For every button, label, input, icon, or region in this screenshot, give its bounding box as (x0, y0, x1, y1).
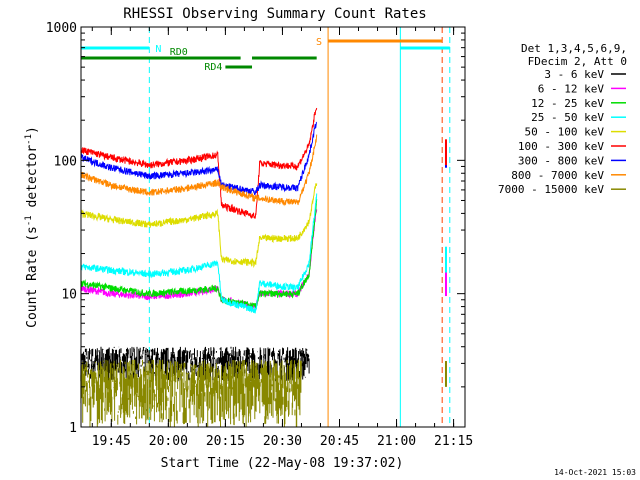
legend-entry-25-50-kev: 25 - 50 keV (531, 111, 604, 124)
series-800-7000-kev (80, 134, 318, 207)
series-12-25-kev (80, 198, 318, 310)
top-bar-s: S (316, 37, 443, 48)
footer-timestamp: 14-Oct-2021 15:03 (554, 468, 636, 477)
y-axis-label-exp-2: -1 (24, 134, 34, 145)
legend-entry-7000-15000-kev: 7000 - 15000 keV (498, 183, 604, 196)
plot-area: N S RD0 RD4 (80, 27, 451, 427)
y-axis: 1 10 100 1000 (46, 21, 465, 436)
x-tick-label: 20:45 (320, 434, 359, 449)
chart-title: RHESSI Observing Summary Count Rates (123, 6, 426, 22)
x-axis: 19:45 20:00 20:15 20:30 20:45 21:00 21:15 (92, 27, 473, 449)
y-axis-label-exp-1: -1 (24, 215, 34, 226)
series-100-300-kev (80, 107, 318, 219)
top-bar-label: RD0 (170, 47, 188, 58)
legend: Det 1,3,4,5,6,9,FDecim 2, Att 03 - 6 keV… (498, 42, 627, 196)
y-axis-label-end: ) (25, 126, 40, 134)
x-tick-label: 20:15 (206, 434, 245, 449)
y-tick-label: 1000 (46, 21, 77, 36)
legend-header-line: Det 1,3,4,5,6,9, (521, 42, 627, 55)
top-bar-rd4: RD4 (204, 62, 253, 73)
x-tick-label: 21:00 (377, 434, 416, 449)
top-bar-n: N (80, 44, 161, 55)
y-tick-label: 1 (69, 421, 77, 436)
top-bar-label: N (155, 44, 161, 55)
top-bar-label: RD4 (204, 62, 222, 73)
legend-entry-6-12-kev: 6 - 12 keV (538, 82, 605, 95)
top-bar-label: S (316, 37, 322, 48)
x-tick-label: 20:30 (263, 434, 302, 449)
y-axis-label: Count Rate (s-1 detector-1) (24, 126, 40, 328)
y-axis-label-base: Count Rate (s (25, 226, 40, 328)
series-50-100-kev (80, 183, 318, 269)
x-axis-label: Start Time (22-May-08 19:37:02) (161, 456, 404, 471)
series-300-800-kev (80, 121, 318, 196)
y-tick-label: 10 (61, 288, 77, 303)
legend-entry-12-25-kev: 12 - 25 keV (531, 97, 604, 110)
y-axis-label-mid: detector (25, 145, 40, 216)
legend-header-line: FDecim 2, Att 0 (528, 55, 627, 68)
legend-entry-50-100-kev: 50 - 100 keV (525, 126, 605, 139)
y-tick-label: 100 (54, 154, 77, 169)
legend-entry-3-6-kev: 3 - 6 keV (544, 68, 604, 81)
plot-frame (80, 26, 466, 428)
top-bar-rd0: RD0 (80, 47, 317, 60)
legend-entry-800-7000-kev: 800 - 7000 keV (511, 169, 604, 182)
legend-entry-300-800-kev: 300 - 800 keV (518, 154, 604, 167)
series-25-50-kev (80, 193, 318, 314)
x-tick-label: 21:15 (434, 434, 473, 449)
x-tick-label: 20:00 (149, 434, 188, 449)
legend-entry-100-300-kev: 100 - 300 keV (518, 140, 604, 153)
x-tick-label: 19:45 (92, 434, 131, 449)
